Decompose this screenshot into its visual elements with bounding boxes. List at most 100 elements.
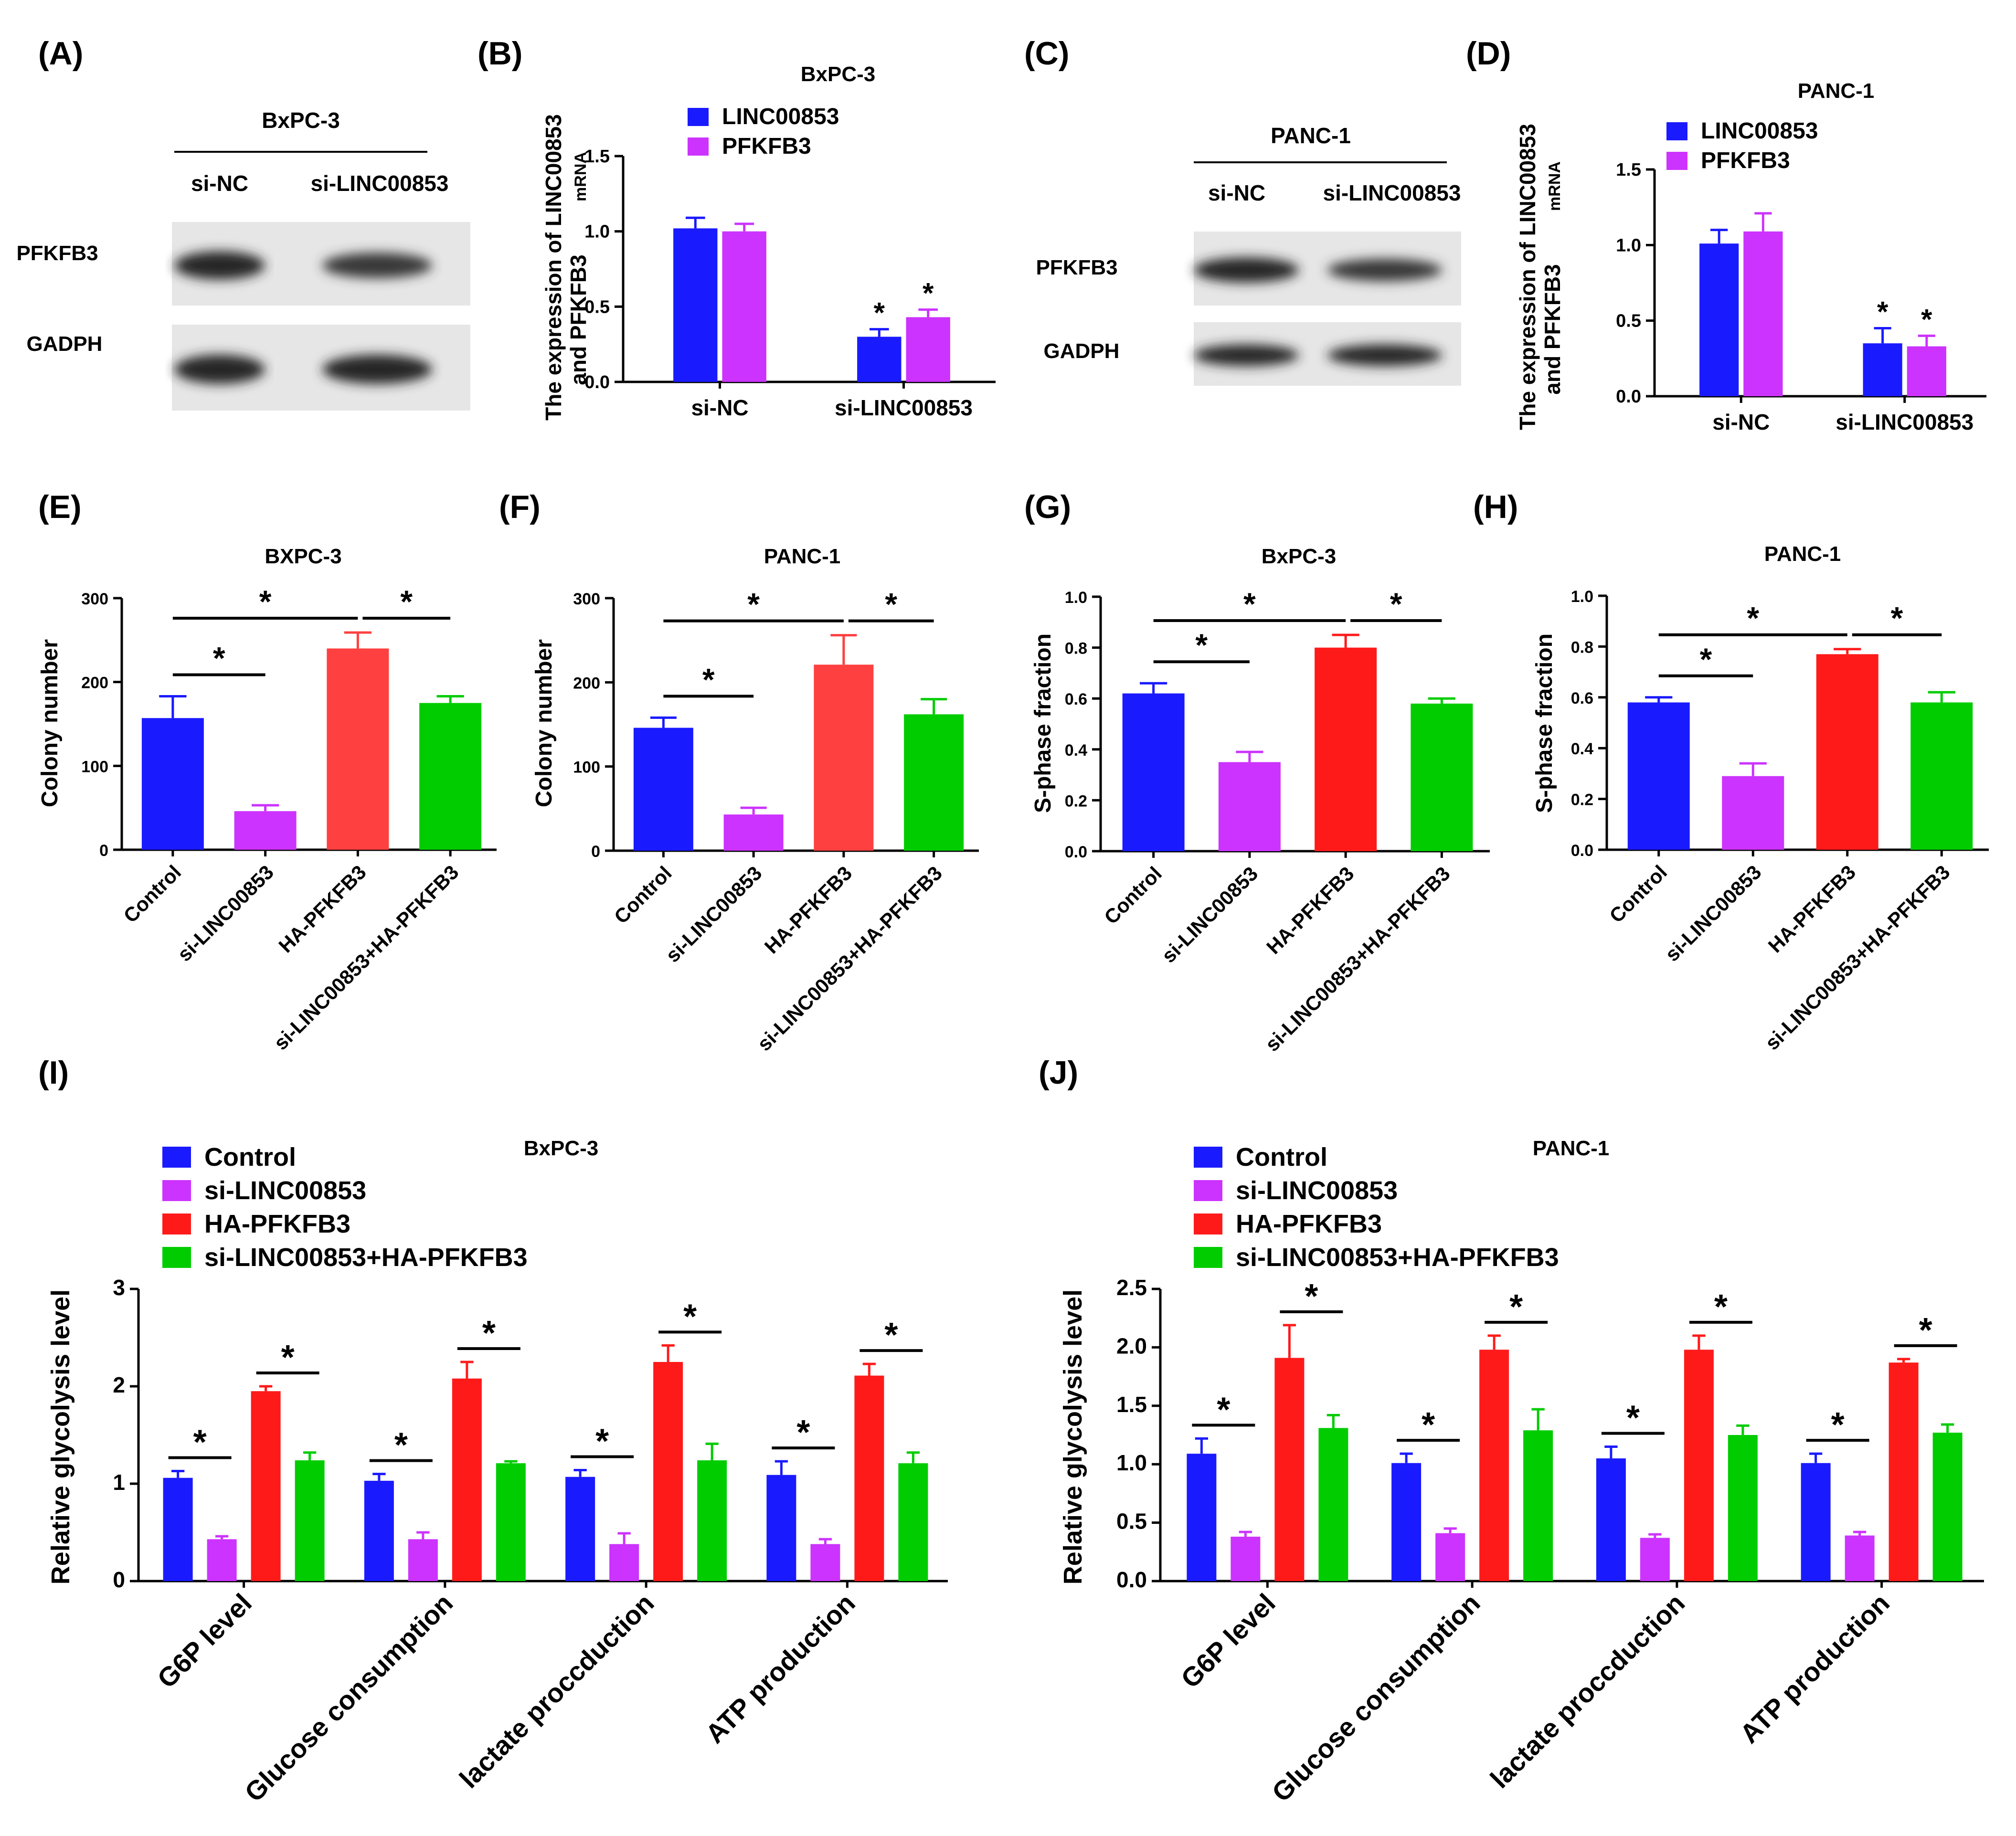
blot-lane-label: si-NC: [1208, 180, 1265, 205]
bar: [814, 665, 874, 851]
x-tick-label: G6P level: [151, 1588, 257, 1694]
chart-title: PANC-1: [1764, 542, 1841, 566]
bar: [723, 814, 784, 851]
y-axis-label: Colony number: [37, 639, 63, 807]
bar: [1699, 243, 1739, 396]
y-axis-label: S-phase fraction: [1532, 633, 1557, 813]
y-tick-label: 300: [573, 590, 600, 608]
bar: [565, 1477, 595, 1581]
y-axis-label-line: The expression of LINC00853: [541, 114, 566, 421]
significance-star: *: [683, 1298, 697, 1336]
bar: [1801, 1463, 1831, 1581]
x-tick-label: si-LINC00853: [1836, 410, 1974, 434]
bar: [609, 1544, 639, 1581]
significance-star: *: [213, 641, 225, 676]
legend-swatch: [688, 137, 709, 156]
y-tick-label: 200: [573, 674, 600, 692]
x-tick-label: Control: [1100, 862, 1166, 929]
western-blot-bxpc-3: BxPC-3 si-NC si-LINC00853 PFKFB3 GADPH: [16, 108, 470, 411]
y-axis-label-suffix: mRNA: [1546, 161, 1564, 211]
chart-H: PANC-1 S-phase fraction 0.0 0.2 0.4 0.6 0.8 1.0…: [1532, 542, 1989, 1055]
chart-title: BxPC-3: [1262, 545, 1337, 568]
significance-star: *: [702, 662, 715, 697]
y-tick-label: 1.0: [1571, 588, 1593, 606]
chart-title: PANC-1: [1533, 1137, 1610, 1160]
y-tick-label: 2.5: [1116, 1275, 1147, 1300]
x-tick-label: lactate proccduction: [1485, 1588, 1691, 1794]
legend: LINC00853 PFKFB3: [1666, 118, 1818, 173]
legend-label: si-LINC00853: [1236, 1176, 1398, 1205]
bar: [810, 1544, 840, 1581]
legend: Control si-LINC00853 HA-PFKFB3 si-LINC00853…: [162, 1143, 528, 1272]
significance-star: *: [747, 587, 760, 622]
x-tick-label: si-LINC00853: [1157, 862, 1262, 967]
bar: [496, 1463, 526, 1581]
legend: Control si-LINC00853 HA-PFKFB3 si-LINC00853…: [1194, 1143, 1559, 1272]
x-tick-label: si-LINC00853: [173, 861, 278, 966]
y-tick-label: 0: [113, 1567, 125, 1592]
legend-swatch: [1194, 1147, 1222, 1168]
legend-swatch: [1194, 1247, 1222, 1268]
significance-star: *: [884, 1316, 898, 1354]
significance-star: *: [1390, 586, 1402, 622]
x-tick-label: ATP production: [1734, 1588, 1895, 1749]
bar: [1684, 1350, 1714, 1581]
panel-label: (B): [477, 35, 522, 72]
significance-star: *: [1626, 1399, 1640, 1437]
legend-label: si-LINC00853+HA-PFKFB3: [204, 1243, 528, 1272]
significance-star: *: [874, 297, 885, 329]
significance-star: *: [1877, 296, 1889, 328]
y-tick-label: 0.2: [1065, 792, 1087, 810]
x-tick-label: G6P level: [1175, 1588, 1281, 1694]
legend-swatch: [162, 1247, 191, 1268]
significance-star: *: [1217, 1391, 1230, 1429]
bar: [408, 1539, 438, 1581]
bar: [1910, 702, 1973, 850]
chart-B: BxPC-3 The expression of LINC00853 and PFK…: [541, 63, 996, 421]
bar: [251, 1391, 281, 1581]
y-tick-label: 0.8: [1065, 640, 1087, 658]
x-tick-label: si-LINC00853: [661, 862, 766, 967]
x-tick-label: si-LINC00853+HA-PFKFB3: [1261, 862, 1454, 1055]
bar: [141, 718, 204, 850]
bar: [906, 317, 950, 382]
bar: [1435, 1533, 1465, 1581]
blot-band: [1327, 258, 1442, 282]
bar: [327, 648, 389, 850]
bar: [653, 1362, 683, 1581]
bar: [904, 714, 964, 851]
panel-label: (C): [1024, 35, 1069, 72]
y-tick-label: 1.5: [1616, 160, 1641, 180]
legend-label: LINC00853: [722, 104, 839, 129]
x-tick-label: HA-PFKFB3: [1262, 862, 1358, 959]
y-tick-label: 1.0: [1116, 1450, 1147, 1475]
y-tick-label: 0.2: [1571, 791, 1593, 809]
legend-label: si-LINC00853+HA-PFKFB3: [1236, 1243, 1559, 1272]
chart-J: PANC-1 Relative glycolysis level 0.0 0.5 1.0…: [1059, 1137, 1984, 1807]
bar: [1315, 647, 1377, 851]
x-tick-label: si-LINC00853+HA-PFKFB3: [1761, 861, 1954, 1054]
bar: [673, 228, 718, 382]
panel-label: (F): [499, 489, 541, 525]
western-blot-panc-1: PANC-1 si-NC si-LINC00853 PFKFB3 GADPH: [1036, 123, 1461, 386]
significance-star: *: [1714, 1288, 1728, 1326]
y-axis-label: Colony number: [531, 639, 557, 807]
x-tick-label: si-LINC00853: [835, 395, 973, 420]
blot-row-label: GADPH: [27, 332, 103, 356]
y-tick-label: 1.0: [584, 222, 610, 242]
x-tick-label: HA-PFKFB3: [760, 862, 857, 958]
bar: [1889, 1362, 1919, 1581]
significance-star: *: [885, 587, 897, 622]
chart-title: PANC-1: [1798, 79, 1875, 103]
blot-band: [174, 355, 265, 384]
significance-star: *: [1747, 601, 1759, 636]
legend-swatch: [1194, 1180, 1222, 1201]
blot-band: [322, 253, 432, 278]
y-tick-label: 0.0: [1065, 843, 1087, 861]
bar: [633, 728, 693, 851]
y-tick-label: 100: [573, 759, 600, 777]
bar: [766, 1475, 796, 1581]
y-axis-label: S-phase fraction: [1030, 633, 1056, 813]
panel-label: (E): [38, 489, 82, 525]
chart-title: BxPC-3: [801, 63, 876, 86]
